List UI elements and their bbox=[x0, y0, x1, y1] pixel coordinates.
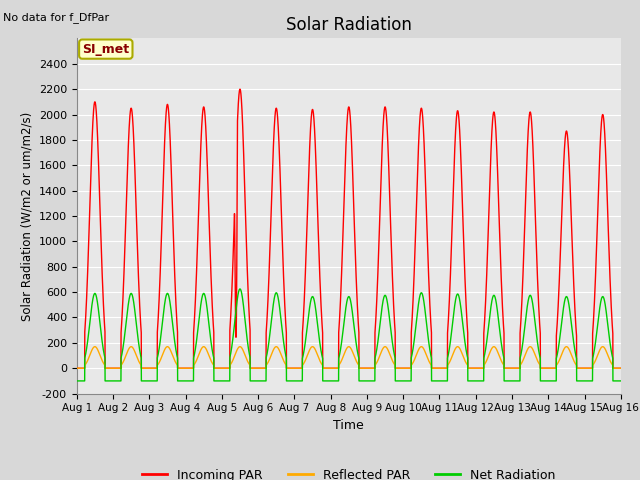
Y-axis label: Solar Radiation (W/m2 or um/m2/s): Solar Radiation (W/m2 or um/m2/s) bbox=[20, 111, 33, 321]
Text: No data for f_DfPar: No data for f_DfPar bbox=[3, 12, 109, 23]
X-axis label: Time: Time bbox=[333, 419, 364, 432]
Title: Solar Radiation: Solar Radiation bbox=[286, 16, 412, 34]
Text: SI_met: SI_met bbox=[82, 43, 129, 56]
Legend: Incoming PAR, Reflected PAR, Net Radiation: Incoming PAR, Reflected PAR, Net Radiati… bbox=[137, 464, 561, 480]
